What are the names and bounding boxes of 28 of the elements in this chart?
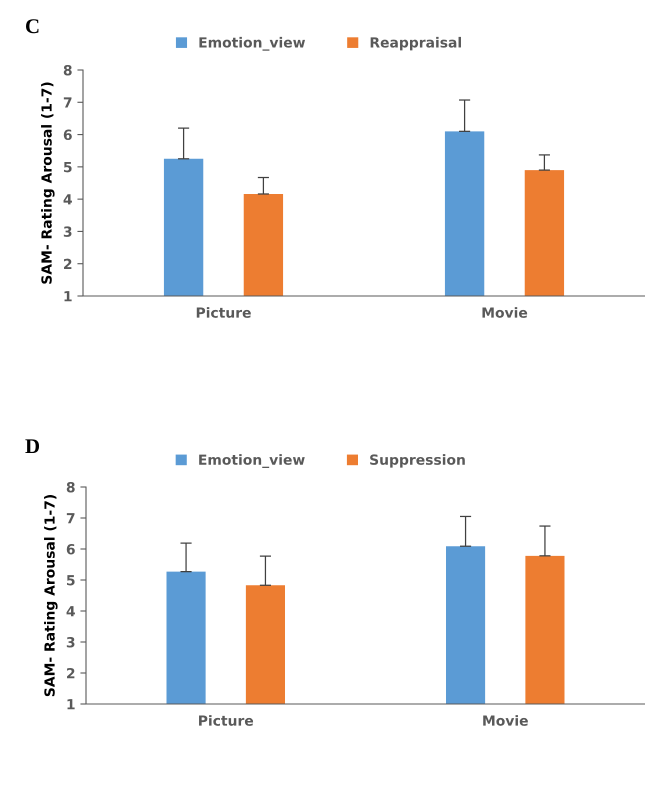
- legend-label: Reappraisal: [370, 36, 461, 50]
- y-tick-label: 6: [66, 544, 75, 554]
- y-tick-label: 1: [64, 291, 72, 302]
- y-tick-label: 2: [67, 668, 74, 678]
- y-tick-label: 7: [66, 513, 74, 524]
- y-tick-label: 1: [67, 699, 75, 710]
- x-tick-label: Picture: [196, 307, 251, 318]
- y-tick-label: 8: [66, 482, 75, 492]
- y-tick-label: 6: [64, 130, 72, 140]
- y-axis-title: SAM- Rating Arousal (1-7): [41, 82, 55, 284]
- legend-label: Emotion_view: [199, 454, 305, 468]
- y-tick-label: 5: [66, 575, 75, 586]
- x-tick-label: Picture: [199, 715, 254, 726]
- y-tick-label: 4: [66, 606, 75, 616]
- y-tick-label: 2: [64, 258, 72, 269]
- y-tick-label: 8: [64, 64, 72, 76]
- legend-label: Emotion_view: [199, 36, 306, 51]
- y-tick-label: 3: [64, 226, 72, 237]
- chart-title: D: [25, 439, 40, 454]
- legend-label: Suppression: [370, 454, 465, 468]
- y-tick-label: 5: [64, 162, 72, 172]
- y-tick-label: 7: [64, 97, 72, 108]
- x-tick-label: Movie: [482, 307, 528, 318]
- x-tick-label: Movie: [483, 715, 528, 726]
- chart-title: C: [26, 19, 38, 34]
- y-axis-title: SAM- Rating Arousal (1-7): [44, 495, 58, 696]
- y-tick-label: 3: [66, 636, 74, 648]
- y-tick-label: 4: [64, 194, 72, 204]
